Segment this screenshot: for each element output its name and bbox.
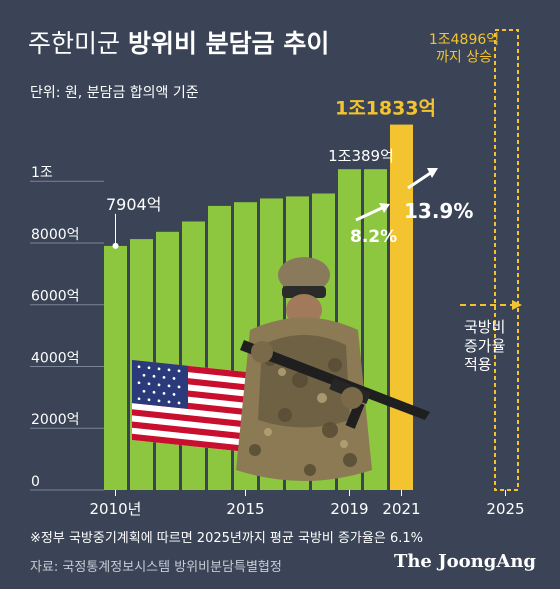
chart-title: 주한미군 방위비 분담금 추이 <box>28 24 329 60</box>
brand-logo: The JoongAng <box>393 551 536 572</box>
growth-arrow-2 <box>407 168 438 190</box>
bar-2013 <box>182 221 205 490</box>
x-tick-label: 2025 <box>486 500 524 518</box>
y-tick-label: 2000억 <box>31 412 80 428</box>
footnote: ※정부 국방중기계획에 따르면 2025년까지 평균 국방비 증가율은 6.1% <box>30 531 423 546</box>
growth-label-1: 8.2% <box>350 227 397 247</box>
x-tick-label: 2015 <box>226 500 264 518</box>
unit-note: 단위: 원, 분담금 합의액 기준 <box>30 85 199 101</box>
projection-label: 국방비 증가율 적용 <box>464 318 505 374</box>
projection-arrow <box>460 300 522 310</box>
bar-2020 <box>364 169 387 491</box>
y-tick-label: 6000억 <box>31 289 80 305</box>
y-tick-label: 1조 <box>31 165 53 181</box>
y-tick-label: 4000억 <box>31 350 80 366</box>
growth-arrow-1 <box>355 203 390 222</box>
y-tick-label: 8000억 <box>31 227 80 243</box>
x-tick-label: 2021 <box>382 500 420 518</box>
label-dot-2010 <box>112 242 119 249</box>
data-label-2019: 1조389억 <box>328 147 394 165</box>
growth-label-2: 13.9% <box>404 199 473 223</box>
chart-labels: 0 2000억 4000억 6000억 8000억 1조 2010년 2015 2019 2021… <box>31 32 525 518</box>
x-tick-label: 2010년 <box>90 500 142 518</box>
title-light: 주한미군 <box>28 29 121 58</box>
data-label-2010: 7904억 <box>106 195 161 214</box>
data-label-2021: 1조1833억 <box>335 98 436 120</box>
gridlines <box>30 180 506 496</box>
us-flag-icon <box>132 360 260 454</box>
data-label-2025: 1조4896억 까지 상승 <box>429 32 499 66</box>
title-bold: 방위비 분담금 추이 <box>127 29 330 58</box>
bar-2025 <box>494 29 519 491</box>
x-tick-label: 2019 <box>330 500 368 518</box>
soldier-icon <box>236 257 430 481</box>
y-tick-label: 0 <box>31 474 40 490</box>
bar-2010 <box>104 245 127 490</box>
bar-2012 <box>156 231 179 490</box>
source-note: 자료: 국정통계정보시스템 방위비분담특별협정 <box>30 560 282 575</box>
bar-2021 <box>390 124 413 491</box>
